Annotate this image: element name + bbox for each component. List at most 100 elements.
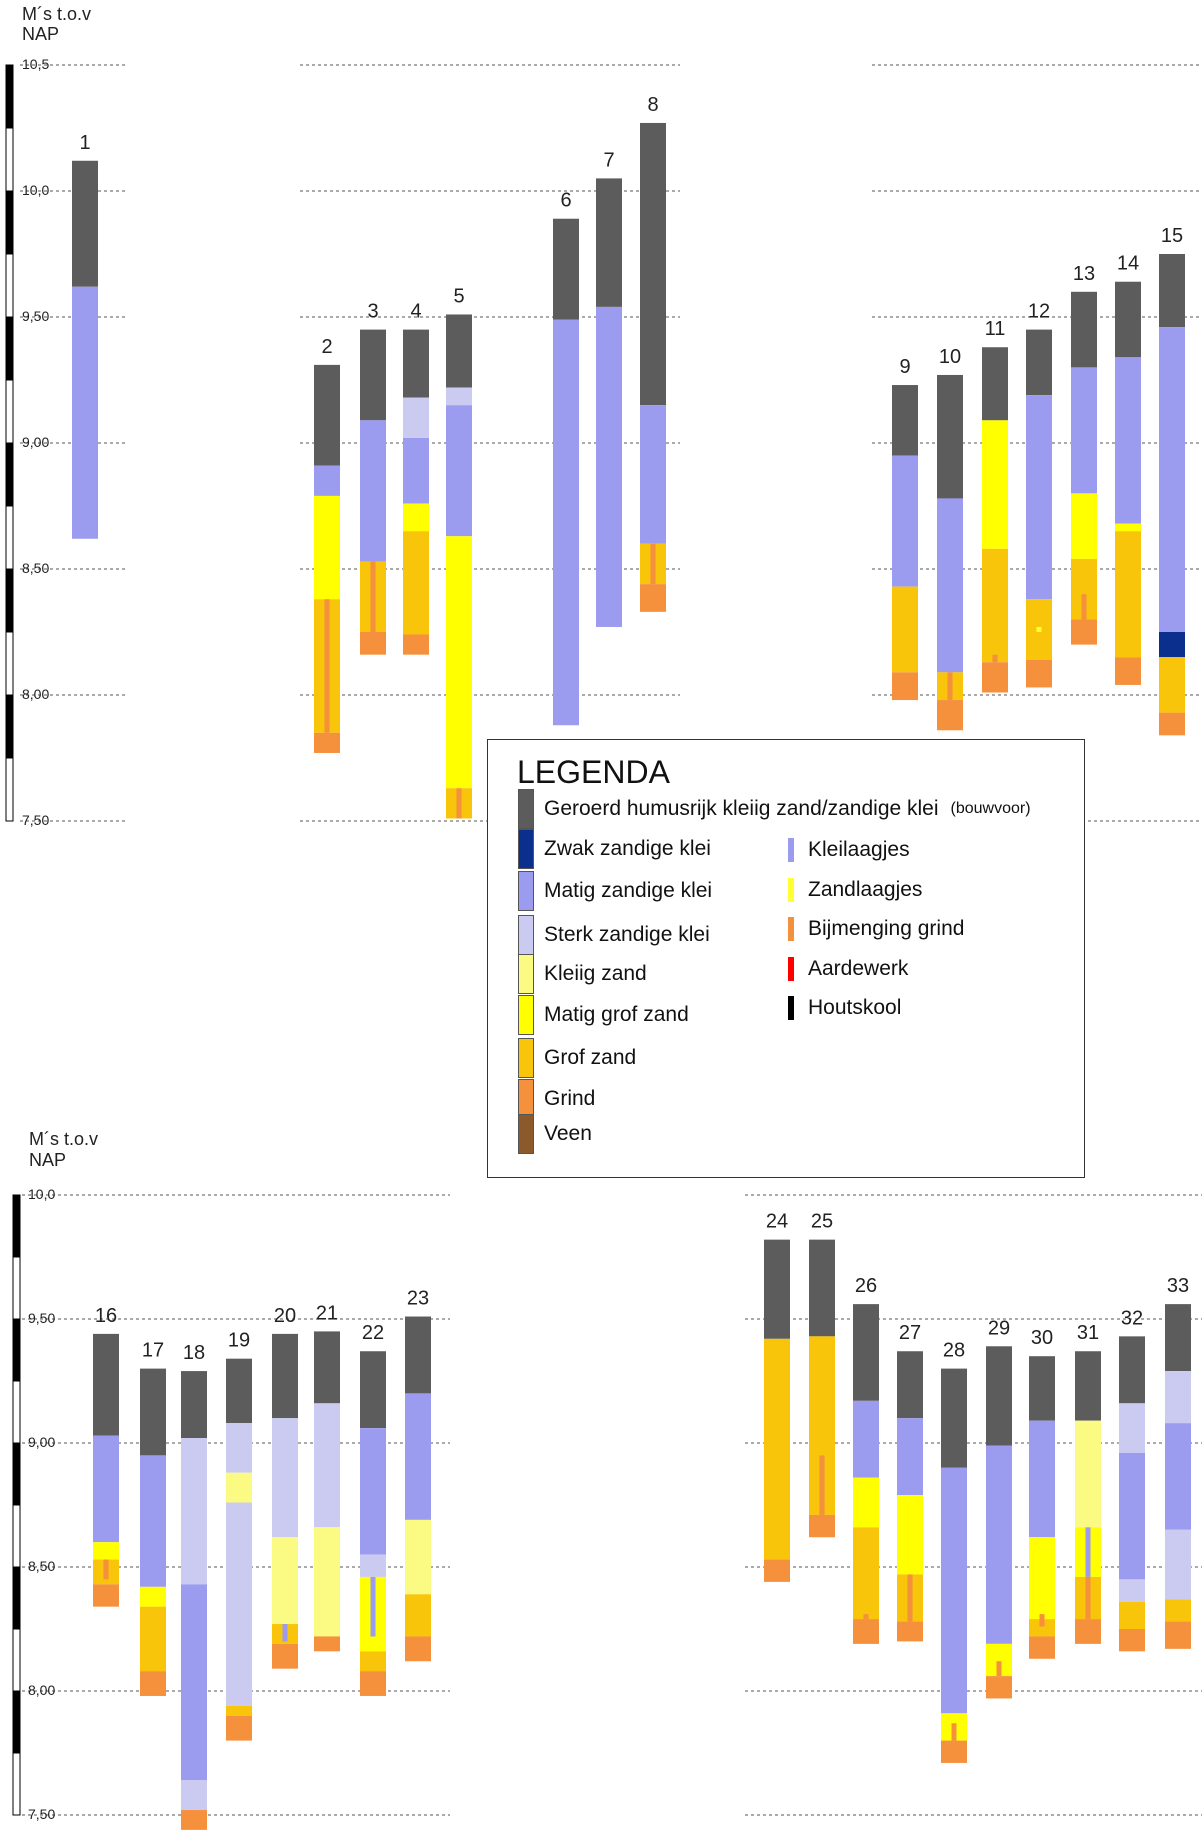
core-layer [640, 405, 666, 544]
core-layer [405, 1519, 431, 1595]
core-layer [897, 1351, 923, 1419]
axis-title: NAP [29, 1150, 66, 1170]
core-layer [1159, 632, 1185, 658]
core-layer [140, 1606, 166, 1672]
core-mark [1036, 626, 1042, 632]
legend-item: Grof zand [518, 1038, 636, 1078]
core-layer [553, 218, 579, 320]
core-layer [181, 1371, 207, 1439]
core-mark [370, 1576, 376, 1637]
core-label: 13 [1073, 263, 1095, 285]
core-layer [1026, 659, 1052, 688]
axis-ruler-segment [12, 1690, 21, 1754]
tick-label: 9,00 [28, 1434, 55, 1450]
legend-swatch [518, 954, 534, 994]
tick-label: 10,5 [22, 56, 49, 72]
core-layer [1165, 1621, 1191, 1649]
tick-label: 10,0 [22, 182, 49, 198]
legend-item: Geroerd humusrijk kleiig zand/zandige kl… [518, 789, 1031, 829]
core-layer [360, 1651, 386, 1672]
core-label: 9 [899, 356, 910, 378]
core-layer [314, 495, 340, 600]
legend-marker-swatch [788, 878, 794, 902]
core-layer [272, 1418, 298, 1538]
legend-item: Kleiig zand [518, 954, 647, 994]
core-layer [892, 586, 918, 673]
tick-label: 8,00 [22, 686, 49, 702]
core-layer [93, 1333, 119, 1436]
core-layer [1159, 657, 1185, 713]
legend-swatch [518, 829, 534, 869]
core-layer [853, 1619, 879, 1644]
core-label: 12 [1028, 301, 1050, 323]
core-mark [996, 1661, 1002, 1677]
core-layer [1119, 1452, 1145, 1580]
core-label: 6 [560, 190, 571, 212]
core-layer [1115, 357, 1141, 524]
core-layer [553, 319, 579, 726]
core-layer [941, 1368, 967, 1468]
core-mark [819, 1455, 825, 1515]
tick-label: 10,0 [28, 1186, 55, 1202]
axis-ruler-segment [12, 1752, 21, 1816]
core-layer [1115, 657, 1141, 685]
legend-label: Geroerd humusrijk kleiig zand/zandige kl… [544, 797, 939, 820]
legend-marker-label: Houtskool [808, 996, 902, 1019]
legend-swatch [518, 1038, 534, 1078]
core-layer [640, 584, 666, 612]
tick-label: 9,50 [28, 1310, 55, 1326]
core-label: 31 [1077, 1322, 1099, 1344]
core-label: 29 [988, 1317, 1010, 1339]
legend-swatch [518, 915, 534, 955]
core-label: 15 [1161, 225, 1183, 247]
core-layer [140, 1671, 166, 1696]
axis-ruler-segment [12, 1380, 21, 1444]
axis-ruler-segment [5, 631, 14, 696]
core-layer [140, 1368, 166, 1456]
legend-marker-item: Houtskool [788, 995, 901, 1021]
core-layer [93, 1584, 119, 1607]
legend-label: Zwak zandige klei [544, 837, 711, 860]
core-layer [1029, 1636, 1055, 1659]
legend-swatch [518, 789, 534, 829]
core-label: 32 [1121, 1307, 1143, 1329]
core-layer [897, 1495, 923, 1575]
core-mark [907, 1574, 913, 1622]
legend-label: Grof zand [544, 1046, 637, 1069]
core-label: 1 [79, 132, 90, 154]
core-layer [226, 1423, 252, 1473]
core-layer [226, 1502, 252, 1706]
core-layer [764, 1338, 790, 1560]
core-layer [360, 632, 386, 655]
axis-ruler-segment [5, 64, 14, 129]
core-layer [403, 531, 429, 635]
axis-ruler-segment [5, 568, 14, 633]
legend-swatch [518, 1079, 534, 1119]
core-mark [456, 788, 462, 819]
core-mark [282, 1624, 288, 1642]
core-layer [226, 1705, 252, 1716]
tick-label: 8,50 [22, 560, 49, 576]
core-layer [314, 364, 340, 466]
core-layer [982, 420, 1008, 549]
legend-marker-swatch [788, 838, 794, 862]
core-label: 18 [183, 1342, 205, 1364]
core-layer [1165, 1304, 1191, 1372]
core-layer [1159, 712, 1185, 736]
core-layer [853, 1304, 879, 1401]
core-layer [640, 122, 666, 406]
core-layer [982, 347, 1008, 421]
core-layer [405, 1393, 431, 1520]
core-label: 28 [943, 1340, 965, 1362]
core-mark [103, 1559, 109, 1580]
axis-ruler-segment [12, 1256, 21, 1320]
core-layer [764, 1559, 790, 1582]
core-mark [947, 672, 953, 701]
core-layer [1075, 1619, 1101, 1644]
core-layer [892, 385, 918, 456]
legend-marker-item: Kleilaagjes [788, 837, 910, 863]
core-layer [1026, 395, 1052, 600]
axis-ruler-segment [5, 694, 14, 759]
core-layer [405, 1316, 431, 1394]
core-mark [992, 654, 998, 663]
